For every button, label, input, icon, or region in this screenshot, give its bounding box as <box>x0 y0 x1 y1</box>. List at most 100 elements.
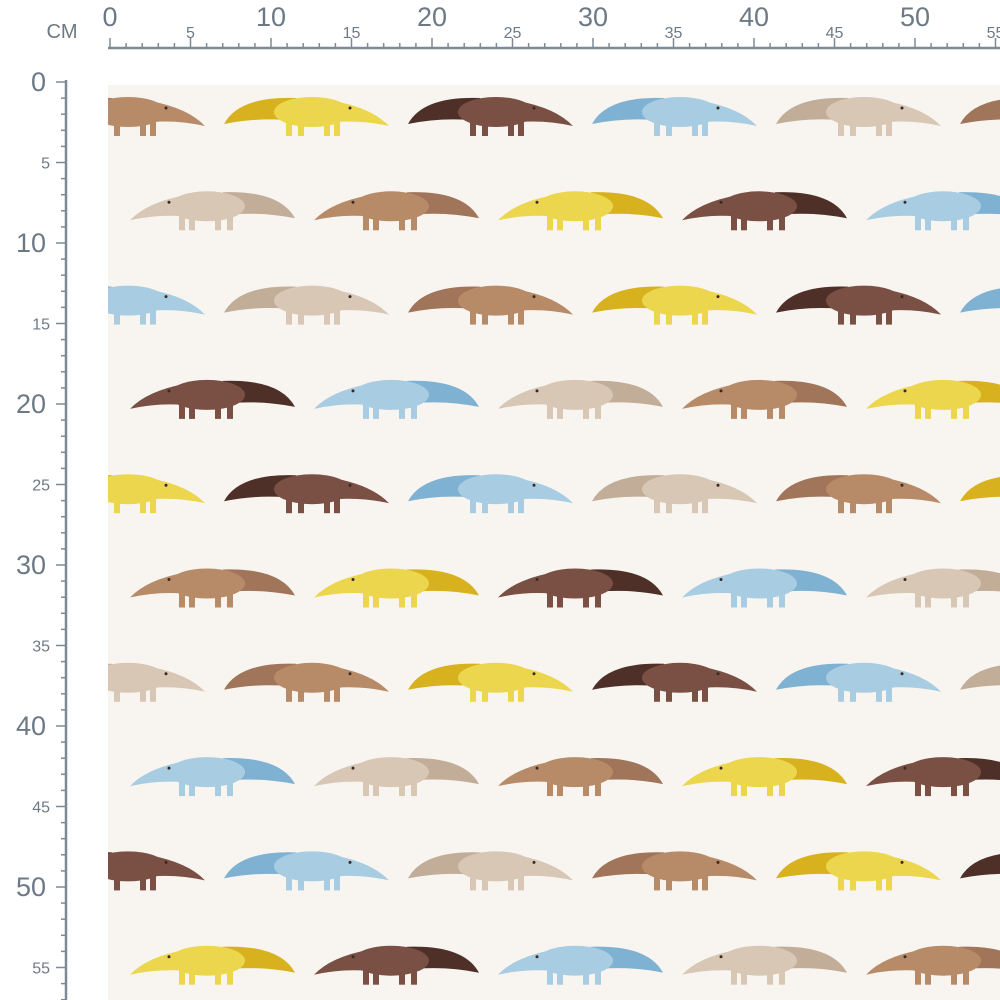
anteater <box>866 191 1000 231</box>
anteater-leg <box>886 683 892 702</box>
anteater-leg <box>915 212 921 231</box>
anteater <box>408 285 573 325</box>
anteater <box>866 379 1000 419</box>
anteater <box>682 945 847 985</box>
anteater-leg <box>951 400 957 419</box>
anteater-leg <box>363 400 369 419</box>
anteater-leg <box>373 589 379 608</box>
anteater-leg <box>915 589 921 608</box>
anteater-leg <box>399 966 405 985</box>
anteater-leg <box>666 306 672 325</box>
anteater-leg <box>411 400 417 419</box>
anteater-leg <box>286 306 292 325</box>
anteater-snout <box>314 195 369 221</box>
anteater-body <box>721 191 797 222</box>
anteater-leg <box>583 212 589 231</box>
left-ruler-label: 45 <box>32 800 50 817</box>
anteater <box>776 662 941 702</box>
anteater-tail <box>960 665 1000 690</box>
top-ruler-label: 10 <box>256 2 286 32</box>
anteater-leg <box>189 966 195 985</box>
anteater <box>592 662 757 702</box>
anteater-leg <box>666 495 672 514</box>
anteater-snout <box>518 101 573 126</box>
anteater <box>224 662 389 702</box>
anteater-leg <box>838 872 844 891</box>
anteater-body <box>721 757 797 788</box>
anteater <box>682 191 847 231</box>
anteater-snout <box>130 761 185 787</box>
anteater-eye <box>348 295 352 299</box>
anteater-leg <box>595 589 601 608</box>
anteater-leg <box>102 495 108 513</box>
anteater-leg <box>547 966 553 985</box>
anteater-leg <box>150 683 156 702</box>
anteater-snout <box>682 949 737 975</box>
left-ruler-label: 15 <box>32 317 50 334</box>
anteater-leg <box>179 778 185 797</box>
anteater-leg <box>692 118 698 136</box>
anteater-leg <box>925 589 931 608</box>
anteater-eye <box>719 389 723 393</box>
top-ruler-label: 35 <box>665 25 683 42</box>
anteater-tail <box>108 475 118 500</box>
anteater-leg <box>286 495 292 514</box>
anteater-eye <box>164 106 168 110</box>
anteater-body <box>642 851 718 882</box>
anteater-snout <box>314 761 369 787</box>
left-ruler-label: 25 <box>32 478 50 495</box>
top-ruler-label: 55 <box>987 25 1000 42</box>
anteater-eye <box>716 672 720 676</box>
anteater <box>224 285 389 325</box>
anteater-leg <box>654 118 660 136</box>
anteater-leg <box>741 966 747 985</box>
anteater-snout <box>150 478 205 504</box>
anteater <box>314 568 479 608</box>
anteater <box>776 97 941 136</box>
anteater-leg <box>583 966 589 985</box>
anteater-eye <box>900 860 904 864</box>
anteater-leg <box>215 778 221 797</box>
anteater-eye <box>903 766 907 770</box>
anteater-eye <box>719 578 723 581</box>
anteater-snout <box>886 666 941 692</box>
anteater-eye <box>535 200 539 204</box>
left-ruler-label: 55 <box>32 961 50 978</box>
anteater <box>314 945 479 985</box>
anteater-leg <box>886 306 892 325</box>
anteater-leg <box>286 872 292 891</box>
anteater-leg <box>702 118 708 136</box>
anteater-leg <box>140 306 146 325</box>
anteater <box>224 474 389 514</box>
anteater-leg <box>595 400 601 419</box>
anteater-snout <box>150 855 205 881</box>
top-ruler-label: 20 <box>417 2 447 32</box>
anteater-leg <box>150 495 156 514</box>
anteater-leg <box>324 118 330 136</box>
anteater-leg <box>915 966 921 985</box>
anteater-leg <box>399 400 405 419</box>
anteater-body <box>458 285 534 316</box>
anteater <box>224 851 389 891</box>
anteater-leg <box>286 683 292 702</box>
anteater-leg <box>227 966 233 985</box>
anteater-eye <box>167 955 171 959</box>
anteater-body <box>642 662 718 693</box>
anteater-leg <box>702 306 708 325</box>
anteater-leg <box>298 683 304 702</box>
anteater <box>102 474 205 514</box>
anteater-eye <box>716 860 720 864</box>
anteater-eye <box>348 672 352 676</box>
anteater-leg <box>189 778 195 797</box>
anteater-eye <box>716 295 720 299</box>
anteater-eye <box>535 766 539 770</box>
anteater-leg <box>189 589 195 608</box>
anteater-leg <box>518 683 524 702</box>
anteater-body <box>458 474 534 505</box>
anteater-body <box>353 568 429 599</box>
anteater-snout <box>314 572 369 598</box>
anteater-leg <box>399 778 405 797</box>
anteater-snout <box>682 572 737 598</box>
anteater-leg <box>373 966 379 985</box>
